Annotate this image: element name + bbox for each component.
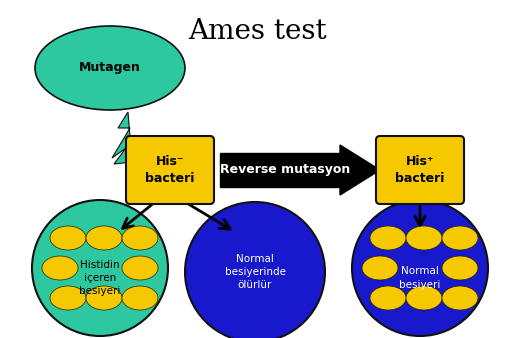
Polygon shape xyxy=(112,112,132,164)
FancyBboxPatch shape xyxy=(126,136,214,204)
Text: Normal
besiyerinde
ölürlür: Normal besiyerinde ölürlür xyxy=(225,254,285,290)
Ellipse shape xyxy=(86,286,122,310)
Text: Histidin
içeren
besiyeri: Histidin içeren besiyeri xyxy=(79,260,121,296)
FancyBboxPatch shape xyxy=(376,136,464,204)
Ellipse shape xyxy=(122,256,158,280)
Ellipse shape xyxy=(86,226,122,250)
Ellipse shape xyxy=(122,226,158,250)
Text: Reverse mutasyon: Reverse mutasyon xyxy=(220,164,350,176)
Text: His⁻
bacteri: His⁻ bacteri xyxy=(145,155,195,185)
Text: Normal
besiyeri: Normal besiyeri xyxy=(399,266,441,290)
Ellipse shape xyxy=(42,256,78,280)
Circle shape xyxy=(185,202,325,338)
Text: Ames test: Ames test xyxy=(188,18,327,45)
Ellipse shape xyxy=(406,226,442,250)
Ellipse shape xyxy=(35,26,185,110)
Ellipse shape xyxy=(442,226,478,250)
Ellipse shape xyxy=(50,226,86,250)
Ellipse shape xyxy=(370,286,406,310)
Ellipse shape xyxy=(122,286,158,310)
Ellipse shape xyxy=(50,286,86,310)
Polygon shape xyxy=(340,145,380,195)
Ellipse shape xyxy=(370,226,406,250)
Ellipse shape xyxy=(442,286,478,310)
Ellipse shape xyxy=(362,256,398,280)
Text: His⁺
bacteri: His⁺ bacteri xyxy=(396,155,444,185)
Circle shape xyxy=(352,200,488,336)
Circle shape xyxy=(32,200,168,336)
Ellipse shape xyxy=(442,256,478,280)
Ellipse shape xyxy=(406,286,442,310)
Bar xyxy=(220,153,340,187)
Text: Mutagen: Mutagen xyxy=(79,62,141,74)
